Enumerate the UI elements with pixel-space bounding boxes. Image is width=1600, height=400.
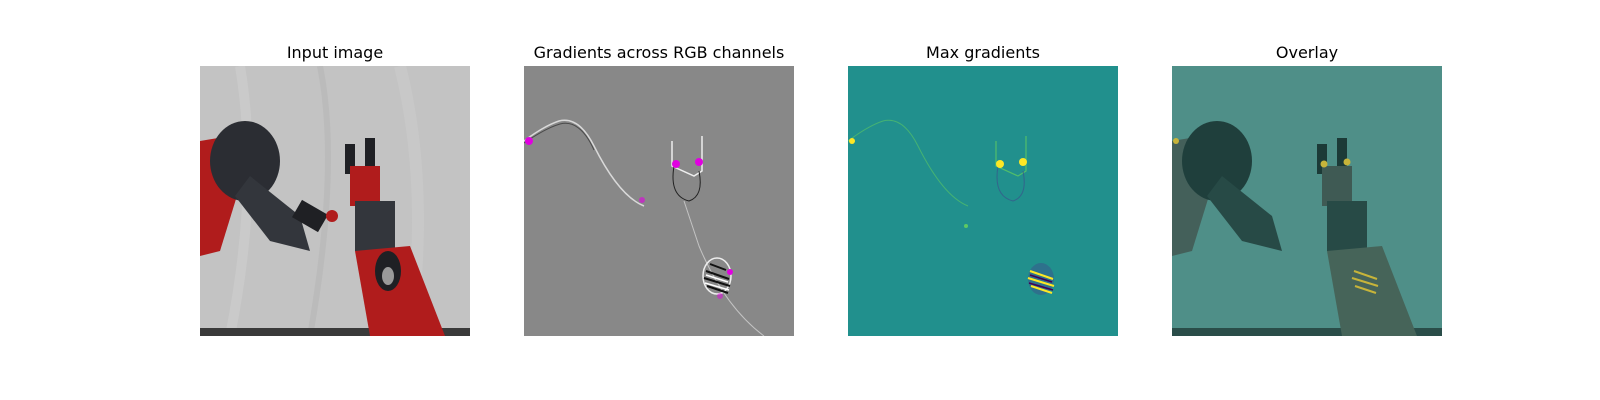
panel-title: Input image — [286, 43, 384, 62]
panel-title: Overlay — [1275, 43, 1339, 62]
panel-max-gradients: Max gradients — [848, 40, 1118, 336]
panel-overlay: Overlay — [1172, 40, 1442, 336]
overlay-image — [1172, 66, 1442, 336]
input-image — [200, 66, 470, 336]
panel-title: Max gradients — [926, 43, 1040, 62]
panel-input-image: Input image — [200, 40, 470, 336]
max-gradients-image — [848, 66, 1118, 336]
rgb-gradients-image — [524, 66, 794, 336]
panel-title: Gradients across RGB channels — [533, 43, 785, 62]
panel-rgb-gradients: Gradients across RGB channels — [524, 40, 794, 336]
